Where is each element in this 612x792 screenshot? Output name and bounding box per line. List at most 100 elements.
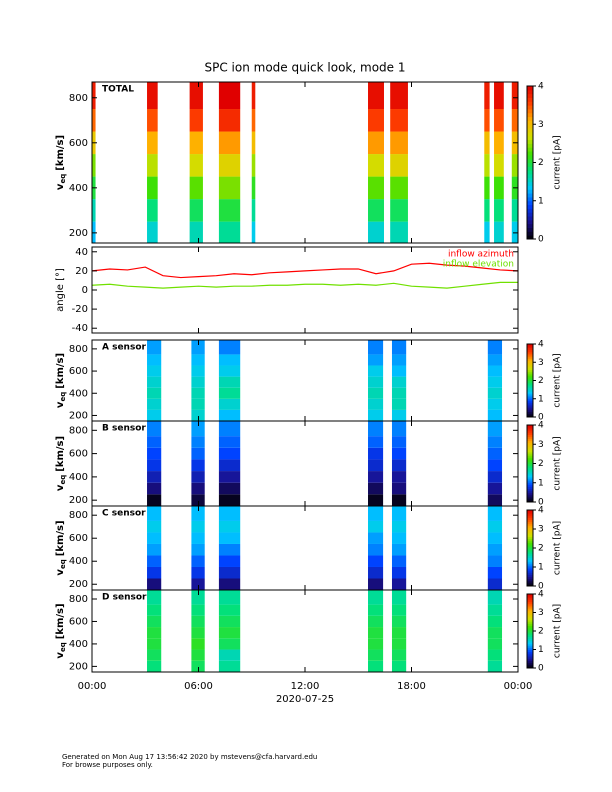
colorbar-swatch (527, 362, 533, 365)
colorbar-swatch (527, 453, 533, 457)
colorbar-swatch (527, 540, 533, 543)
heatmap-cell (368, 436, 384, 448)
colorbar-swatch (527, 162, 533, 167)
heatmap-cell (368, 590, 384, 605)
heatmap-cell (218, 154, 241, 177)
heatmap-cell (191, 354, 205, 366)
heatmap-cell (368, 604, 384, 616)
colorbar-swatch (527, 643, 533, 647)
colorbar-swatch (527, 235, 533, 240)
panel-label: TOTAL (102, 85, 134, 95)
colorbar-swatch (527, 496, 533, 499)
colorbar-swatch (527, 631, 533, 634)
y-tick-label: -40 (72, 323, 88, 334)
heatmap-cell (368, 459, 384, 472)
colorbar-swatch (527, 131, 533, 137)
colorbar-tick-label: 2 (538, 627, 544, 637)
y-axis-label: veq [km/s] (55, 520, 67, 575)
colorbar-swatch (527, 365, 533, 369)
heatmap-cell (147, 421, 162, 437)
colorbar-swatch (527, 651, 533, 654)
colorbar-swatch (527, 457, 533, 461)
colorbar-swatch (527, 193, 533, 198)
heatmap-cell (494, 82, 504, 110)
heatmap-cell (487, 354, 503, 366)
colorbar-swatch (527, 614, 533, 617)
y-tick-label: 800 (69, 594, 88, 605)
colorbar-swatch (527, 653, 533, 656)
y-axis-label: angle [°] (55, 268, 66, 312)
y-tick-label: 800 (69, 344, 88, 355)
colorbar-tick-label: 2 (538, 158, 544, 168)
colorbar-swatch (527, 578, 533, 581)
y-axis-label: veq [km/s] (55, 436, 67, 491)
colorbar-swatch (527, 448, 533, 451)
heatmap-cell (494, 109, 504, 132)
colorbar-swatch (527, 440, 533, 443)
chart-title: SPC ion mode quick look, mode 1 (205, 61, 406, 75)
heatmap-cell (191, 387, 205, 399)
heatmap-cell (494, 131, 504, 155)
y-tick-label: 40 (75, 247, 88, 258)
heatmap-cell (391, 421, 407, 437)
heatmap-cell (391, 365, 407, 377)
colorbar-swatch (527, 369, 533, 372)
heatmap-cell (391, 494, 407, 506)
colorbar-swatch (527, 476, 533, 480)
colorbar-swatch (527, 428, 533, 432)
heatmap-cell (218, 555, 241, 567)
heatmap-cell (368, 566, 384, 579)
colorbar-swatch (527, 655, 533, 658)
heatmap-cell (390, 176, 408, 200)
heatmap-cell (391, 543, 407, 556)
colorbar-swatch (527, 393, 533, 396)
y-tick-label: 400 (69, 183, 88, 194)
colorbar-swatch (527, 400, 533, 403)
colorbar-swatch (527, 147, 533, 152)
heatmap-cell (218, 376, 241, 388)
y-tick-label: 200 (69, 661, 88, 672)
colorbar-tick-label: 4 (538, 421, 544, 431)
y-tick-label: 20 (75, 266, 88, 277)
heatmap-cell (218, 471, 241, 483)
colorbar-swatch (527, 510, 533, 513)
heatmap-cell (391, 532, 407, 544)
heatmap-cell (487, 471, 503, 483)
colorbar-swatch (527, 196, 533, 202)
colorbar-swatch (527, 612, 533, 615)
panel-label: D sensor (102, 593, 147, 603)
colorbar-swatch (527, 645, 533, 649)
colorbar-swatch (527, 530, 533, 534)
colorbar-tick-label: 0 (538, 664, 544, 674)
colorbar-swatch (527, 642, 533, 645)
heatmap-cell (147, 409, 162, 421)
heatmap-cell (218, 436, 241, 448)
x-tick-label: 00:00 (504, 681, 533, 692)
panel-label: B sensor (102, 424, 146, 434)
colorbar-swatch (527, 576, 533, 579)
colorbar-tick-label: 2 (538, 459, 544, 469)
heatmap-cell (191, 340, 205, 355)
colorbar-swatch (527, 219, 533, 225)
colorbar-swatch (527, 444, 533, 447)
colorbar-swatch (527, 216, 533, 221)
heatmap-cell (191, 615, 205, 628)
y-label-unit: [km/s] (55, 353, 66, 389)
heatmap-cell (391, 398, 407, 410)
colorbar-swatch (527, 527, 533, 530)
x-tick-label: 18:00 (397, 681, 426, 692)
heatmap-cell (218, 409, 241, 421)
heatmap-cell (147, 447, 162, 460)
heatmap-cell (147, 604, 162, 616)
y-label-subscript: eq (59, 475, 67, 485)
colorbar-swatch (527, 166, 533, 171)
heatmap-cell (368, 82, 384, 110)
heatmap-cell (218, 627, 241, 639)
heatmap-cell (218, 543, 241, 556)
heatmap-cell (487, 615, 503, 628)
heatmap-cell (191, 660, 205, 672)
colorbar-swatch (527, 538, 533, 541)
colorbar-swatch (527, 570, 533, 574)
colorbar-swatch (527, 406, 533, 409)
y-label-symbol: v (55, 652, 66, 659)
